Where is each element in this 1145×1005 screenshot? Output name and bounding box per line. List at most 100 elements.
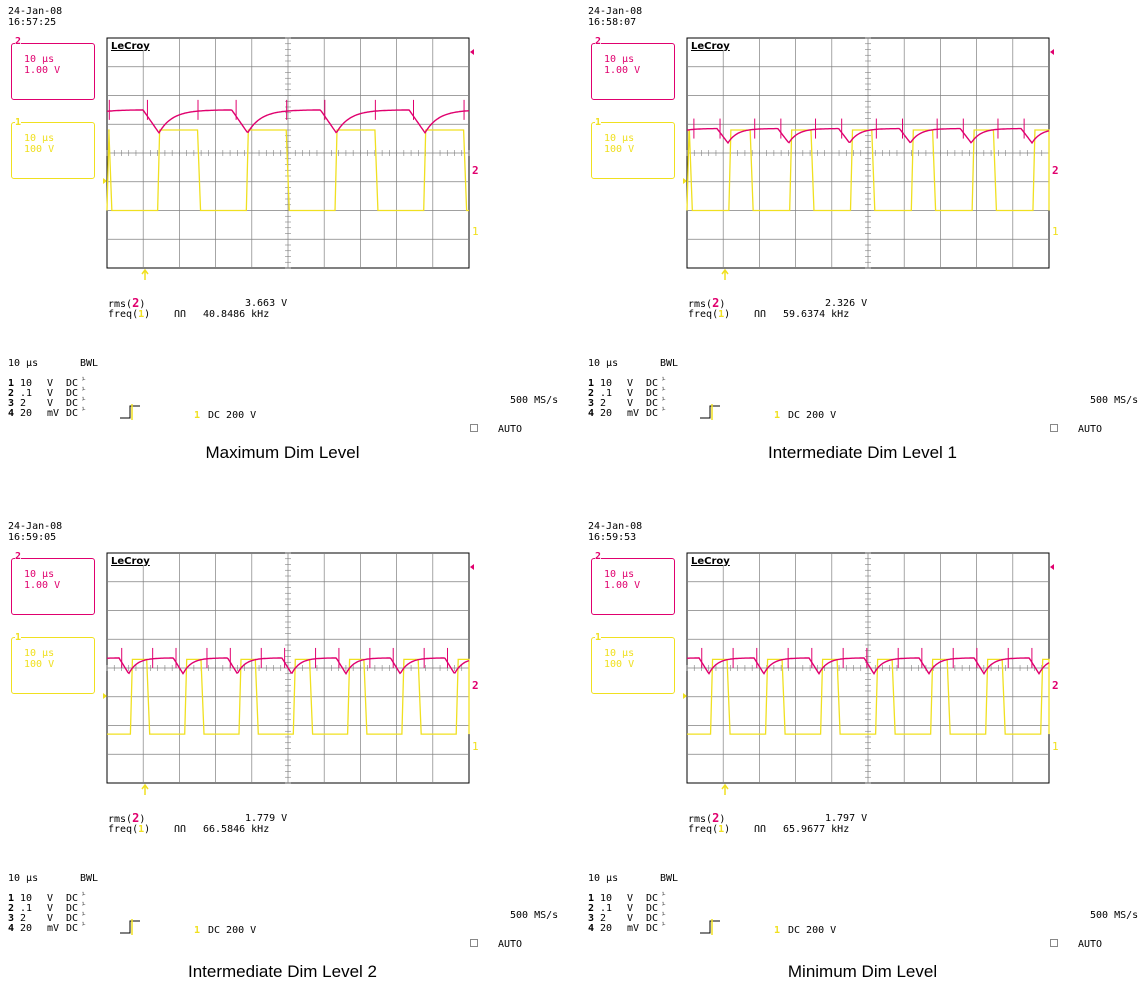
mode-checkbox[interactable] — [1050, 939, 1058, 947]
channel-row-coupling: DC — [646, 408, 659, 419]
capture-time: 16:57:25 — [8, 17, 57, 28]
brand-bg — [108, 554, 150, 566]
mode-checkbox[interactable] — [470, 424, 478, 432]
brand-logo: LeCroy — [111, 556, 150, 567]
ch1-timebase: 10 µs — [24, 133, 55, 144]
ch1-right-marker: 1 — [1052, 740, 1059, 753]
trigger-symbol — [120, 404, 140, 420]
ch2-number: 2 — [15, 36, 22, 47]
trigger-level: DC 200 V — [788, 925, 837, 936]
channel-row-coupling: DC — [646, 923, 659, 934]
channel-row-scale: .1 — [20, 388, 33, 399]
channel-row-unit: V — [47, 398, 54, 409]
capture-time: 16:59:53 — [588, 532, 637, 543]
channel-row-scale: 2 — [20, 913, 27, 924]
coupling-fraction-icon: ⅟ — [82, 377, 86, 384]
ch2-timebase: 10 µs — [24, 569, 55, 580]
ch1-settings-box: 1 10 µs 100 V — [591, 117, 675, 179]
ch2-right-marker: 2 — [1052, 679, 1059, 692]
pulse-icon: ՈՈ — [754, 309, 767, 320]
scope-panel: 24-Jan-08 16:59:53 2 10 µs 1.00 V 1 10 µs 100 V… — [580, 515, 1145, 1005]
channel-row-number: 1 — [8, 378, 15, 389]
ch2-settings-box: 2 10 µs 1.00 V — [591, 551, 675, 615]
brand-logo: LeCroy — [691, 41, 730, 52]
coupling-fraction-icon: ⅟ — [662, 922, 666, 929]
ch2-trace — [106, 109, 470, 135]
mode-checkbox[interactable] — [470, 939, 478, 947]
freq-value: 65.9677 kHz — [783, 824, 850, 835]
channel-row-number: 2 — [588, 388, 595, 399]
channel-row-number: 3 — [588, 398, 595, 409]
freq-measurement: freq(1) — [688, 309, 730, 320]
trigger-symbol — [120, 919, 140, 935]
panel-caption: Maximum Dim Level — [205, 443, 360, 462]
channel-row-unit: V — [47, 378, 54, 389]
rms-measurement: rms(2) — [108, 812, 145, 825]
coupling-fraction-icon: ⅟ — [662, 902, 666, 909]
brand-logo: LeCroy — [111, 41, 150, 52]
rms-label: rms( — [688, 814, 713, 825]
channel-row-number: 3 — [8, 913, 15, 924]
rms-label: rms( — [688, 299, 713, 310]
channel-row-number: 1 — [8, 893, 15, 904]
channel-row-coupling: DC — [66, 378, 79, 389]
channel-row-scale: 20 — [600, 923, 613, 934]
ch1-number: 1 — [15, 632, 22, 643]
ch2-trace — [686, 127, 1050, 145]
coupling-fraction-icon: ⅟ — [82, 902, 86, 909]
trigger-symbol — [700, 404, 720, 420]
rms-value: 1.797 V — [825, 813, 868, 824]
channel-row-scale: 10 — [600, 378, 613, 389]
channel-row-coupling: DC — [646, 903, 659, 914]
rms-channel: 2 — [132, 296, 140, 310]
capture-date: 24-Jan-08 — [588, 521, 643, 532]
waveform-display: LeCroy 2 1 — [103, 37, 479, 280]
channel-row-unit: V — [47, 913, 54, 924]
ch2-settings-box: 2 10 µs 1.00 V — [591, 36, 675, 100]
mode-checkbox[interactable] — [1050, 424, 1058, 432]
ch1-trace — [687, 658, 1050, 735]
ch1-trace — [686, 129, 1050, 212]
ch1-right-marker: 1 — [472, 225, 479, 238]
ch1-level-arrow — [683, 178, 687, 184]
scope-panel: 24-Jan-08 16:59:05 2 10 µs 1.00 V 1 10 µs 100 V… — [0, 515, 565, 1005]
channel-row-scale: 2 — [20, 398, 27, 409]
capture-date: 24-Jan-08 — [8, 6, 63, 17]
trigger-channel: 1 — [774, 925, 781, 936]
channel-row-number: 3 — [588, 913, 595, 924]
ch2-right-marker: 2 — [472, 679, 479, 692]
trigger-level: DC 200 V — [208, 410, 257, 421]
channel-row-scale: 20 — [600, 408, 613, 419]
rms-measurement: rms(2) — [108, 296, 146, 310]
channel-row-scale: .1 — [600, 903, 613, 914]
ch1-number: 1 — [595, 117, 602, 128]
freq-channel: 1 — [718, 824, 725, 835]
freq-channel: 1 — [718, 309, 725, 320]
freq-label: freq( — [688, 309, 719, 320]
ch1-timebase: 10 µs — [604, 648, 635, 659]
ch2-settings-box: 2 10 µs 1.00 V — [11, 36, 95, 100]
bwl-label: BWL — [80, 873, 99, 884]
panel-caption: Intermediate Dim Level 2 — [188, 962, 377, 981]
rms-measurement: rms(2) — [688, 812, 725, 825]
coupling-fraction-icon: ⅟ — [662, 912, 666, 919]
rms-value: 1.779 V — [245, 813, 288, 824]
channel-row-scale: 10 — [20, 893, 33, 904]
brand-bg — [108, 39, 150, 51]
trigger-level: DC 200 V — [788, 410, 837, 421]
ch1-settings-box: 1 10 µs 100 V — [591, 632, 675, 694]
brand-bg — [688, 39, 730, 51]
rms-close: ) — [139, 299, 146, 310]
ch1-level-arrow — [103, 693, 107, 699]
ch2-timebase: 10 µs — [24, 54, 55, 65]
capture-time: 16:58:07 — [588, 17, 637, 28]
channel-row-unit: V — [627, 378, 634, 389]
ch1-volts-div: 100 V — [24, 659, 55, 670]
channel-row-unit: V — [627, 913, 634, 924]
ch1-timebase: 10 µs — [604, 133, 635, 144]
trigger-edge — [700, 405, 720, 419]
trigger-position-arrow — [721, 783, 729, 795]
ch2-volts-div: 1.00 V — [24, 580, 61, 591]
capture-time: 16:59:05 — [8, 532, 57, 543]
channel-row-scale: 2 — [600, 913, 607, 924]
